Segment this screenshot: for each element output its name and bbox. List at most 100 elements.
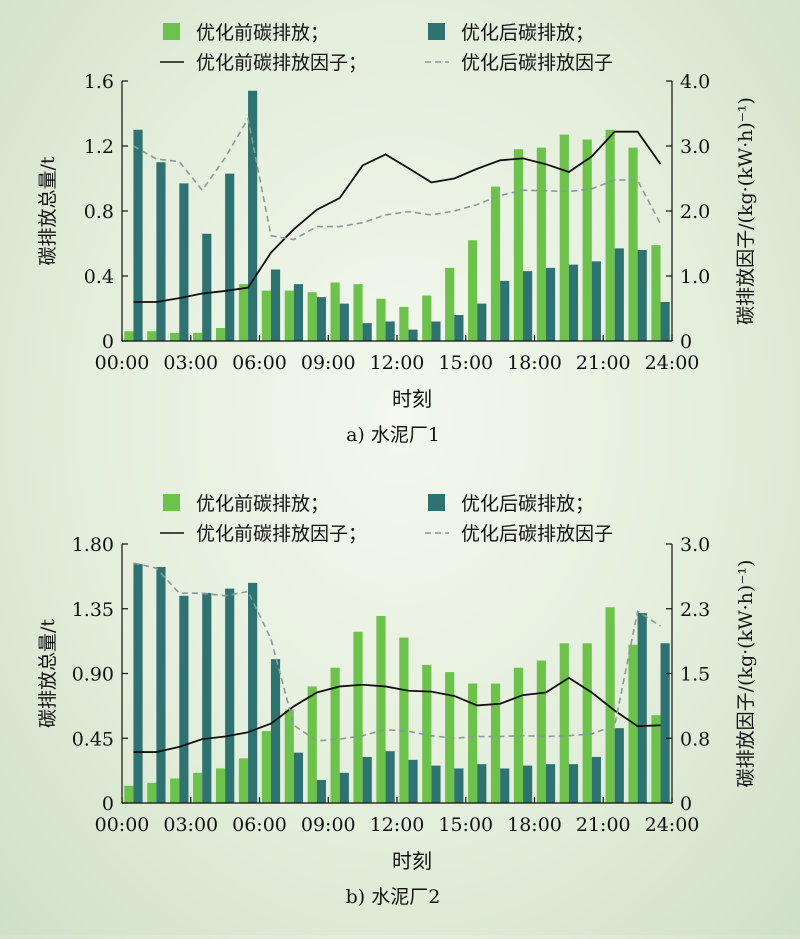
bar-before — [284, 290, 294, 341]
x-tick-label: 09:00 — [301, 352, 356, 374]
x-tick-label: 06:00 — [232, 814, 287, 836]
y-axis-title: 碳排放总量/t — [37, 156, 59, 265]
bar-after — [408, 329, 418, 341]
x-tick-label: 18:00 — [507, 814, 562, 836]
legend-swatch — [428, 23, 445, 40]
legend-item: 优化后碳排放； — [428, 493, 594, 515]
legend-label: 优化后碳排放； — [461, 493, 594, 515]
x-tick-label: 03:00 — [163, 352, 218, 374]
legend-label: 优化前碳排放因子； — [196, 52, 367, 74]
bar-before — [559, 134, 569, 341]
y2-tick-label: 0.8 — [680, 728, 710, 750]
bar-before — [261, 731, 271, 803]
y-tick-label: 0 — [102, 331, 114, 353]
x-tick-label: 03:00 — [163, 814, 218, 836]
bar-before — [468, 240, 478, 341]
y2-tick-label: 3.0 — [680, 534, 710, 556]
bar-after — [660, 643, 670, 803]
bar-before — [399, 637, 409, 803]
legend-label: 优化后碳排放； — [461, 22, 594, 44]
bar-after — [591, 756, 601, 803]
bar-after — [202, 233, 212, 341]
bar-after — [477, 764, 487, 803]
legend-swatch — [163, 23, 180, 40]
bar-before — [536, 147, 546, 341]
bar-after — [477, 303, 487, 341]
bar-after — [568, 764, 579, 803]
bar-before — [238, 284, 249, 341]
line-before-factor — [133, 130, 662, 303]
bar-before — [193, 772, 203, 803]
chart-caption: a) 水泥厂1 — [346, 424, 440, 446]
bar-before — [559, 643, 569, 803]
bar-after — [614, 248, 624, 341]
y2-axis-title: 碳排放因子/(kg·(kW·h)⁻¹) — [735, 97, 757, 325]
bar-before — [399, 306, 409, 341]
bar-before — [536, 660, 546, 803]
bar-before — [353, 631, 363, 803]
x-tick-label: 00:00 — [95, 814, 150, 836]
legend-item: 优化前碳排放因子； — [160, 52, 367, 74]
bar-after — [637, 250, 647, 341]
x-axis-title: 时刻 — [392, 849, 432, 873]
bar-after — [293, 752, 304, 803]
bar-before — [422, 295, 432, 341]
x-axis-title: 时刻 — [392, 387, 432, 411]
bar-before — [215, 768, 226, 803]
y-axis-title: 碳排放总量/t — [37, 619, 59, 728]
bar-after — [179, 183, 189, 341]
y-tick-label: 1.35 — [72, 599, 114, 621]
bar-after — [225, 588, 235, 803]
bar-before — [330, 282, 340, 341]
bar-after — [523, 765, 533, 803]
legend-item: 优化后碳排放因子 — [425, 523, 613, 545]
bar-before — [445, 267, 455, 341]
legend-swatch — [428, 494, 445, 511]
bar-before — [376, 298, 386, 341]
bars — [124, 564, 670, 803]
bar-after — [385, 751, 395, 803]
bar-before — [513, 667, 524, 803]
legend-label: 优化后碳排放因子 — [461, 52, 613, 74]
bars — [124, 90, 670, 341]
bar-after — [431, 321, 441, 341]
line-before-factor — [133, 676, 661, 753]
y2-tick-label: 2.3 — [680, 599, 710, 621]
bar-after — [248, 90, 258, 341]
chart-2: 优化前碳排放； 优化后碳排放； 优化前碳排放因子； 优化后碳排放因子 0 0.45 0.90… — [37, 493, 757, 908]
x-tick-label: 00:00 — [95, 352, 150, 374]
bar-before — [582, 643, 592, 803]
x-tick-label: 24:00 — [645, 814, 700, 836]
bar-before — [215, 328, 226, 341]
y-tick-label: 0.4 — [84, 266, 114, 288]
bar-after — [454, 768, 464, 803]
bar-after — [316, 779, 326, 803]
x-tick-label: 24:00 — [645, 352, 700, 374]
x-tick-label: 18:00 — [507, 352, 562, 374]
bar-after — [385, 321, 395, 341]
bar-after — [545, 267, 556, 341]
legend-item: 优化前碳排放； — [163, 22, 329, 44]
legend-swatch — [163, 494, 180, 511]
bar-before — [651, 245, 661, 341]
x-tick-label: 09:00 — [301, 814, 356, 836]
bar-after — [545, 764, 556, 803]
bar-after — [225, 173, 235, 341]
y-tick-label: 1.2 — [84, 136, 114, 158]
x-tick-label: 21:00 — [576, 814, 631, 836]
bar-before — [261, 290, 271, 341]
bar-before — [605, 129, 615, 341]
bar-before — [605, 607, 615, 803]
bar-after — [202, 592, 212, 803]
bar-before — [170, 778, 180, 803]
bar-after — [270, 659, 281, 803]
bar-before — [238, 758, 249, 803]
legend-label: 优化前碳排放； — [196, 22, 329, 44]
y2-axis-title: 碳排放因子/(kg·(kW·h)⁻¹) — [735, 560, 757, 788]
bar-before — [124, 785, 134, 803]
bar-after — [500, 768, 510, 803]
bar-before — [513, 149, 524, 341]
legend-label: 优化前碳排放因子； — [196, 523, 367, 545]
bar-before — [330, 667, 340, 803]
bar-before — [376, 615, 386, 803]
